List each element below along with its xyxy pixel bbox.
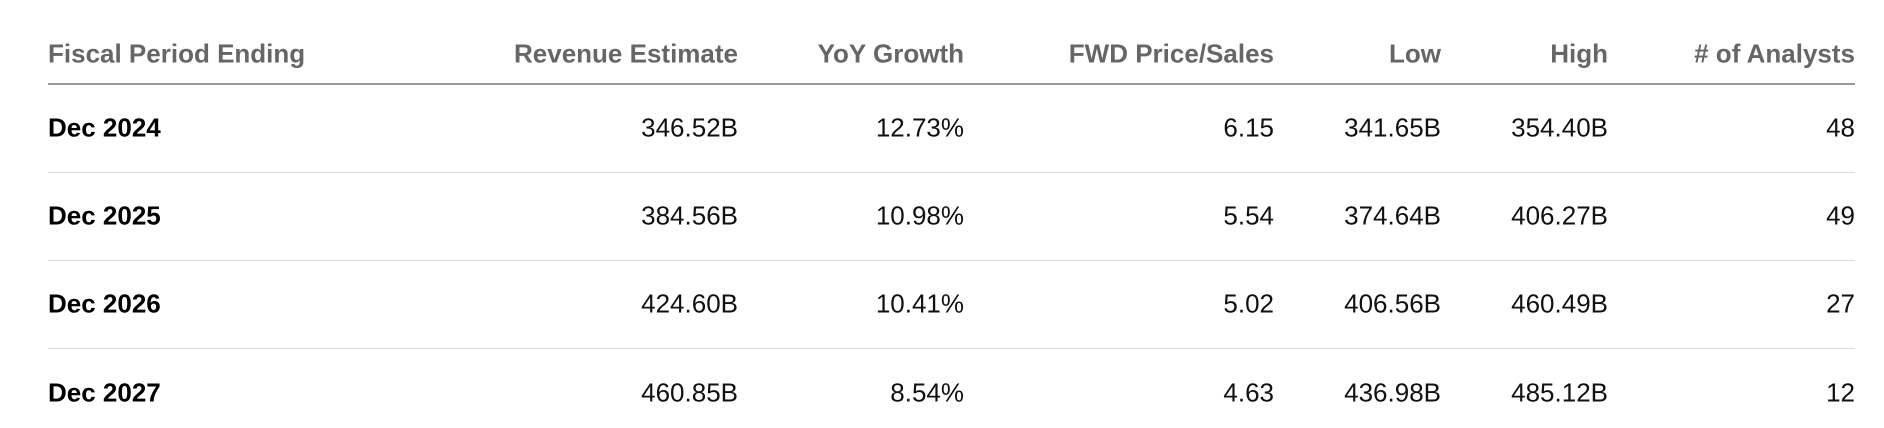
value-cell: 485.12B	[1511, 377, 1608, 408]
value-cell: 5.54	[1223, 200, 1274, 231]
column-header: Low	[1389, 38, 1441, 69]
period-cell: Dec 2025	[48, 200, 161, 231]
column-header: # of Analysts	[1694, 38, 1855, 69]
value-cell: 424.60B	[641, 288, 738, 319]
row-separator	[48, 348, 1855, 349]
column-header: Fiscal Period Ending	[48, 38, 306, 69]
value-cell: 346.52B	[641, 112, 738, 143]
value-cell: 10.41%	[875, 288, 964, 319]
value-cell: 6.15	[1223, 112, 1274, 143]
value-cell: 460.85B	[641, 377, 738, 408]
value-cell: 460.49B	[1511, 288, 1608, 319]
value-cell: 48	[1826, 112, 1855, 143]
value-cell: 8.54%	[890, 377, 964, 408]
value-cell: 436.98B	[1344, 377, 1441, 408]
row-separator	[48, 260, 1855, 261]
value-cell: 12.73%	[875, 112, 964, 143]
value-cell: 49	[1826, 200, 1855, 231]
column-header: YoY Growth	[817, 38, 964, 69]
value-cell: 27	[1826, 288, 1855, 319]
value-cell: 374.64B	[1344, 200, 1441, 231]
value-cell: 406.27B	[1511, 200, 1608, 231]
value-cell: 354.40B	[1511, 112, 1608, 143]
period-cell: Dec 2024	[48, 112, 161, 143]
row-separator	[48, 172, 1855, 173]
value-cell: 4.63	[1223, 377, 1274, 408]
header-rule	[48, 83, 1855, 85]
value-cell: 12	[1826, 377, 1855, 408]
value-cell: 5.02	[1223, 288, 1274, 319]
column-header: Revenue Estimate	[514, 38, 738, 69]
value-cell: 341.65B	[1344, 112, 1441, 143]
value-cell: 406.56B	[1344, 288, 1441, 319]
period-cell: Dec 2027	[48, 377, 161, 408]
value-cell: 10.98%	[875, 200, 964, 231]
value-cell: 384.56B	[641, 200, 738, 231]
column-header: FWD Price/Sales	[1068, 38, 1274, 69]
period-cell: Dec 2026	[48, 288, 161, 319]
column-header: High	[1550, 38, 1608, 69]
